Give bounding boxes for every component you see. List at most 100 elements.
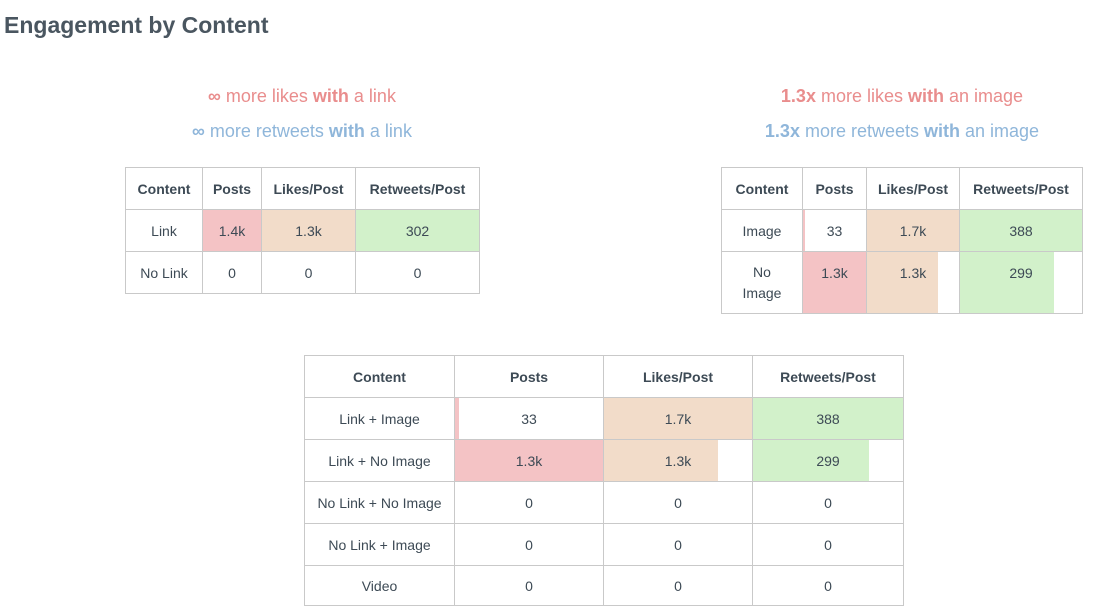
likes-value: 1.7k [664, 410, 692, 427]
table-row: No Link + Image 0 0 0 [304, 523, 904, 566]
header-content: Content [721, 167, 803, 210]
retweets-value: 299 [816, 452, 840, 469]
row-content-label: Video [304, 565, 455, 606]
insight-text: a link [348, 86, 396, 106]
insight-with: with [924, 121, 961, 141]
table-row: Image 33 1.7k 388 [721, 209, 1083, 252]
insight-with: with [312, 86, 349, 106]
likes-value: 0 [674, 577, 682, 594]
image-retweets-insight: 1.3x more retweets with an image [702, 119, 1102, 143]
posts-cell: 0 [454, 523, 604, 566]
insight-text: more retweets [204, 121, 329, 141]
likes-cell: 1.3k [603, 439, 753, 482]
insight-text: more likes [220, 86, 313, 106]
retweets-value: 0 [824, 577, 832, 594]
posts-cell: 0 [202, 251, 262, 294]
retweets-value: 388 [1009, 222, 1033, 239]
retweets-cell: 0 [752, 481, 904, 524]
posts-value: 1.4k [218, 222, 246, 239]
header-retweets-per-post: Retweets/Post [355, 167, 480, 210]
likes-value: 0 [674, 494, 682, 511]
retweets-value: 0 [413, 264, 422, 281]
image-likes-insight: 1.3x more likes with an image [702, 84, 1102, 108]
retweets-cell: 388 [959, 209, 1083, 252]
posts-bar [803, 252, 866, 313]
link-likes-insight: ∞ more likes with a link [102, 84, 502, 108]
posts-value: 33 [521, 410, 537, 427]
insight-text: more retweets [799, 121, 925, 141]
table-row: Video 0 0 0 [304, 565, 904, 606]
combined-engagement-table: Content Posts Likes/Post Retweets/Post L… [304, 355, 904, 606]
row-content-label: No Link + Image [304, 523, 455, 566]
posts-value: 0 [525, 536, 533, 553]
likes-cell: 1.3k [261, 209, 356, 252]
header-likes-per-post: Likes/Post [866, 167, 960, 210]
posts-bar [455, 440, 603, 481]
header-likes-per-post: Likes/Post [603, 355, 753, 398]
posts-value: 0 [525, 494, 533, 511]
posts-bar [203, 210, 261, 251]
retweets-bar [960, 210, 1082, 251]
posts-cell: 1.3k [454, 439, 604, 482]
link-retweets-insight: ∞ more retweets with a link [102, 119, 502, 143]
header-posts: Posts [202, 167, 262, 210]
insight-multiplier: ∞ [208, 86, 221, 106]
posts-bar [455, 398, 459, 439]
likes-cell: 0 [261, 251, 356, 294]
retweets-value: 302 [405, 222, 430, 239]
row-content-label: No Image [721, 251, 803, 314]
posts-cell: 0 [454, 481, 604, 524]
posts-cell: 1.3k [802, 251, 867, 314]
header-retweets-per-post: Retweets/Post [752, 355, 904, 398]
retweets-bar [753, 440, 869, 481]
table-row: Link + No Image 1.3k 1.3k 299 [304, 439, 904, 482]
retweets-cell: 302 [355, 209, 480, 252]
posts-value: 1.3k [515, 452, 543, 469]
likes-cell: 0 [603, 481, 753, 524]
posts-cell: 0 [454, 565, 604, 606]
posts-value: 0 [228, 264, 236, 281]
likes-bar [262, 210, 355, 251]
link-engagement-table: Content Posts Likes/Post Retweets/Post L… [125, 167, 480, 294]
likes-cell: 1.7k [603, 397, 753, 440]
retweets-cell: 299 [959, 251, 1083, 314]
retweets-cell: 388 [752, 397, 904, 440]
insight-text: a link [364, 121, 412, 141]
image-engagement-table: Content Posts Likes/Post Retweets/Post I… [721, 167, 1083, 314]
likes-value: 1.3k [664, 452, 692, 469]
row-content-text: No Image [742, 263, 782, 301]
header-posts: Posts [802, 167, 867, 210]
header-content: Content [304, 355, 455, 398]
retweets-bar [356, 210, 479, 251]
posts-cell: 33 [454, 397, 604, 440]
retweets-cell: 0 [752, 523, 904, 566]
row-content-label: Image [721, 209, 803, 252]
header-likes-per-post: Likes/Post [261, 167, 356, 210]
retweets-cell: 299 [752, 439, 904, 482]
link-insights: ∞ more likes with a link ∞ more retweets… [102, 84, 502, 143]
likes-value: 1.3k [899, 264, 927, 281]
likes-bar [604, 440, 718, 481]
row-content-label: Link + No Image [304, 439, 455, 482]
table-row: Link 1.4k 1.3k 302 [125, 209, 480, 252]
likes-cell: 0 [603, 523, 753, 566]
header-retweets-per-post: Retweets/Post [959, 167, 1083, 210]
retweets-cell: 0 [355, 251, 480, 294]
insight-text: an image [944, 86, 1024, 106]
likes-value: 0 [304, 264, 313, 281]
table-row: No Link + No Image 0 0 0 [304, 481, 904, 524]
likes-bar [867, 252, 938, 313]
likes-value: 1.3k [295, 222, 322, 239]
header-content: Content [125, 167, 203, 210]
retweets-value: 0 [824, 494, 832, 511]
posts-cell: 33 [802, 209, 867, 252]
posts-value: 33 [826, 222, 843, 239]
row-content-label: No Link + No Image [304, 481, 455, 524]
insight-multiplier: 1.3x [764, 121, 800, 141]
retweets-value: 0 [824, 536, 832, 553]
retweets-value: 299 [1009, 264, 1033, 281]
retweets-bar [753, 398, 903, 439]
row-content-label: Link + Image [304, 397, 455, 440]
insight-text: an image [960, 121, 1040, 141]
insight-text: more likes [815, 86, 908, 106]
